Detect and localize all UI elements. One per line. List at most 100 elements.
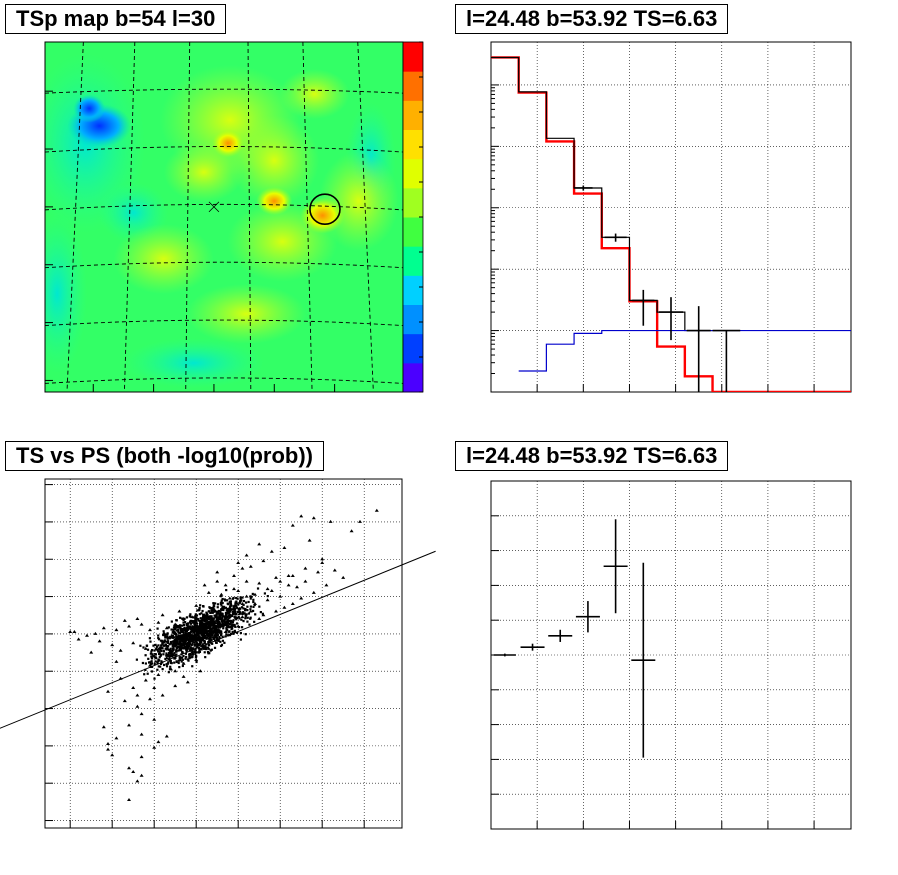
- scatter-cloud-point: [182, 631, 185, 634]
- residual-title: l=24.48 b=53.92 TS=6.63: [455, 441, 729, 471]
- scatter-cloud-point: [214, 602, 217, 605]
- scatter-point: [190, 650, 194, 654]
- scatter-cloud-point: [200, 620, 203, 623]
- scatter-cloud-point: [178, 647, 181, 650]
- scatter-cloud-point: [226, 625, 229, 629]
- scatter-point: [219, 616, 224, 620]
- scatter-point: [143, 678, 148, 682]
- heatmap-field: [45, 53, 399, 389]
- scatter-cloud-point: [156, 648, 159, 652]
- scatter-cloud-point: [219, 612, 222, 615]
- scatter-cloud-point: [172, 640, 176, 643]
- scatter-cloud-point: [246, 616, 249, 619]
- scatter-cloud-point: [221, 622, 224, 626]
- scatter-cloud-point: [157, 650, 160, 653]
- scatter-cloud-point: [194, 613, 197, 616]
- scatter-cloud-point: [155, 657, 158, 660]
- scatter-cloud-point: [203, 633, 206, 637]
- scatter-point: [122, 618, 127, 622]
- scatter-point: [278, 594, 283, 598]
- scatter-cloud-point: [215, 619, 218, 622]
- scatter-cloud-point: [179, 631, 182, 634]
- scatter-point: [181, 674, 186, 678]
- scatter-cloud-point: [173, 661, 176, 664]
- scatter-cloud-point: [177, 645, 180, 648]
- scatter-cloud-point: [250, 595, 253, 598]
- scatter-point: [148, 628, 152, 632]
- scatter-cloud-point: [150, 662, 154, 665]
- scatter-cloud-point: [166, 662, 169, 665]
- scatter-cloud-point: [178, 625, 181, 628]
- scatter-point: [194, 603, 199, 607]
- scatter-cloud-point: [173, 657, 177, 660]
- scatter-cloud-point: [247, 600, 250, 604]
- scatter-cloud-point: [171, 634, 175, 637]
- scatter-cloud-point: [162, 650, 166, 653]
- scatter-cloud-point: [189, 620, 192, 623]
- scatter-point: [135, 704, 140, 708]
- scatter-cloud-point: [194, 617, 197, 620]
- scatter-cloud-point: [199, 623, 202, 626]
- scatter-cloud-point: [226, 622, 230, 625]
- scatter-point: [152, 745, 157, 749]
- scatter-cloud-point: [228, 630, 231, 633]
- scatter-point: [295, 585, 299, 589]
- scatter-point: [282, 546, 287, 550]
- scatter-cloud-point: [251, 609, 255, 613]
- scatter-cloud-point: [211, 611, 214, 614]
- scatter-cloud-point: [181, 630, 184, 633]
- scatter-cloud-point: [227, 612, 230, 615]
- scatter-point: [248, 609, 253, 613]
- scatter-cloud-point: [226, 610, 229, 613]
- scatter-cloud-point: [193, 638, 196, 641]
- scatter-cloud-point: [175, 629, 178, 632]
- scatter-point: [131, 641, 136, 645]
- scatter-cloud-point: [228, 616, 231, 619]
- scatter-cloud-point: [173, 632, 176, 635]
- scatter-point: [265, 598, 270, 602]
- scatter-cloud-point: [203, 616, 206, 619]
- scatter-point: [311, 590, 316, 594]
- scatter-cloud-point: [167, 636, 170, 639]
- scatter-cloud-point: [181, 638, 184, 641]
- scatter-cloud-point: [221, 612, 224, 615]
- scatter-point: [206, 626, 211, 630]
- scatter-point: [265, 587, 270, 591]
- scatter-cloud-point: [216, 606, 219, 609]
- scatter-cloud-point: [165, 654, 168, 657]
- scatter-cloud-point: [192, 634, 196, 637]
- scatter-cloud-point: [230, 627, 233, 631]
- scatter-cloud-point: [192, 620, 195, 623]
- scatter-cloud-point: [157, 638, 161, 641]
- scatter-cloud-point: [216, 623, 220, 626]
- scatter-cloud-point: [213, 614, 216, 617]
- scatter-cloud-point: [215, 633, 219, 637]
- scatter-cloud-point: [224, 606, 228, 609]
- scatter-cloud-point: [209, 649, 212, 652]
- scatter-cloud-point: [182, 647, 185, 650]
- scatter-cloud-point: [230, 608, 234, 611]
- scatter-point: [106, 747, 110, 751]
- scatter-cloud-point: [246, 608, 249, 612]
- scatter-point: [114, 628, 119, 632]
- scatter-cloud-point: [199, 648, 202, 651]
- scatter-cloud-point: [186, 634, 189, 637]
- scatter-cloud-point: [199, 643, 202, 646]
- scatter-cloud-point: [188, 626, 191, 629]
- scatter-cloud-point: [202, 622, 206, 625]
- scatter-cloud-point: [193, 636, 196, 639]
- scatter-cloud-point: [153, 656, 156, 659]
- scatter-point: [307, 538, 312, 542]
- scatter-cloud-point: [240, 599, 243, 602]
- scatter-cloud-point: [144, 662, 147, 665]
- scatter-cloud-point: [180, 656, 184, 659]
- scatter-cloud-point: [204, 647, 207, 650]
- scatter-point: [232, 611, 236, 615]
- scatter-point: [164, 656, 169, 660]
- scatter-cloud-point: [230, 614, 234, 618]
- scatter-cloud-point: [177, 630, 180, 633]
- scatter-cloud-point: [191, 640, 194, 643]
- scatter-point: [110, 753, 115, 757]
- scatter-point: [101, 626, 106, 630]
- scatter-cloud-point: [233, 609, 236, 612]
